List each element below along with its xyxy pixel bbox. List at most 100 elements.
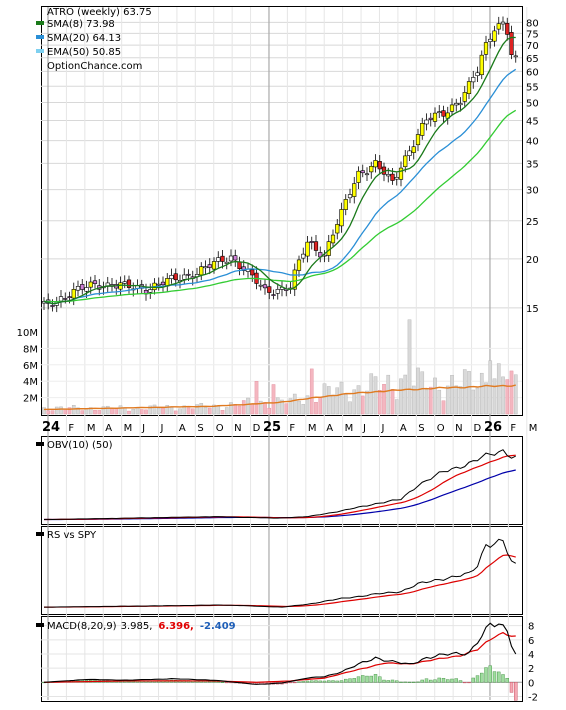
candle-body [475, 72, 480, 76]
candle-body [305, 241, 310, 257]
volume-bar [292, 393, 297, 415]
volume-bar [46, 410, 51, 415]
volume-bar [182, 405, 187, 415]
candle-body [186, 273, 191, 276]
volume-bar [420, 371, 425, 415]
ema50-line [43, 109, 517, 303]
month-label: O [437, 423, 445, 434]
obv-title: OBV(10) (50) [47, 440, 113, 451]
macd-histogram-bar [225, 682, 229, 684]
candle-body [88, 281, 93, 288]
candle-body [488, 38, 493, 42]
macd-histogram-bar [318, 680, 322, 683]
macd-histogram-bar [327, 680, 331, 683]
candle-body [347, 194, 353, 199]
macd-histogram-bar [386, 680, 390, 683]
volume-bar [80, 410, 85, 415]
candle-body [63, 298, 68, 300]
legend-swatch-sma8 [36, 21, 44, 25]
volume-bar [161, 407, 165, 415]
candle-body [420, 123, 425, 136]
volume-bar [250, 403, 255, 415]
month-label: 26 [484, 420, 502, 435]
macd-histogram-bar [348, 678, 352, 683]
macd-signal-line [43, 631, 516, 683]
candle-body [407, 150, 412, 156]
volume-bar [63, 408, 68, 415]
candle-body [203, 266, 208, 269]
macd-histogram-bar [216, 681, 220, 683]
macd-histogram-bar [420, 679, 424, 683]
candle-body [505, 22, 510, 35]
price-tick-label: 70 [526, 41, 539, 52]
price-tick-label: 60 [526, 67, 539, 78]
candle-body [160, 281, 166, 286]
candle-body [258, 284, 263, 287]
volume-bar [297, 400, 301, 415]
volume-bar [492, 378, 497, 415]
volume-bar [403, 374, 408, 415]
volume-bar [101, 406, 106, 415]
macd-histogram-bar [382, 679, 386, 683]
candle-body [449, 104, 455, 112]
candle-body [267, 286, 272, 293]
volume-bar [97, 410, 102, 415]
volume-bar [258, 400, 263, 415]
volume-bar [241, 400, 246, 415]
volume-bars [42, 319, 518, 415]
volume-bar [224, 407, 229, 415]
candle-body [50, 305, 55, 307]
macd-histogram-bar [331, 680, 335, 683]
candle-body [275, 289, 280, 294]
volume-bar [399, 378, 403, 415]
volume-bar [207, 407, 212, 415]
candle-body [262, 284, 268, 289]
macd-histogram-bar [305, 680, 310, 683]
candle-body [403, 155, 408, 168]
watermark: OptionChance.com [47, 61, 142, 72]
volume-bar [339, 381, 344, 415]
price-tick-label: 20 [526, 255, 539, 266]
rs-title: RS vs SPY [47, 530, 97, 541]
macd-histogram-bar [365, 675, 369, 683]
volume-bar [501, 376, 505, 415]
candle-body [432, 112, 438, 122]
month-label: A [400, 423, 407, 434]
volume-bar [454, 385, 459, 415]
candle-body [454, 102, 459, 106]
volume-bar [437, 389, 442, 415]
legend-swatch-ema50 [36, 49, 44, 53]
volume-bar [458, 386, 463, 415]
candle-body [377, 161, 382, 170]
price-tick-label: 50 [526, 99, 539, 110]
candle-body [250, 269, 255, 276]
candle-body [148, 289, 153, 293]
volume-bar [271, 384, 276, 415]
volume-bar [254, 381, 259, 415]
candle-body [71, 289, 76, 299]
volume-bar [173, 410, 178, 415]
candle-body [441, 110, 446, 117]
volume-bar [352, 389, 357, 415]
sma20-line [43, 68, 517, 305]
macd-histogram-bar [509, 682, 514, 693]
volume-bar [441, 400, 446, 415]
volume-bar [505, 379, 510, 415]
candle-body [513, 55, 518, 58]
volume-bar [424, 389, 429, 415]
candle-body [483, 42, 489, 55]
price-tick-label: 55 [526, 82, 539, 93]
price-tick-label: 25 [526, 217, 539, 228]
macd-histogram-bar [505, 678, 509, 683]
macd-histogram-bar [310, 680, 314, 683]
volume-bar [212, 404, 216, 415]
month-label: M [345, 423, 354, 434]
volume-bar [288, 398, 293, 415]
candle-body [415, 134, 421, 146]
volume-bar [331, 394, 335, 415]
volume-bar [462, 369, 467, 415]
macd-histogram-bar [301, 681, 305, 683]
volume-bar [416, 367, 420, 415]
candle-body [458, 103, 463, 106]
macd-histogram-bar [220, 681, 225, 683]
